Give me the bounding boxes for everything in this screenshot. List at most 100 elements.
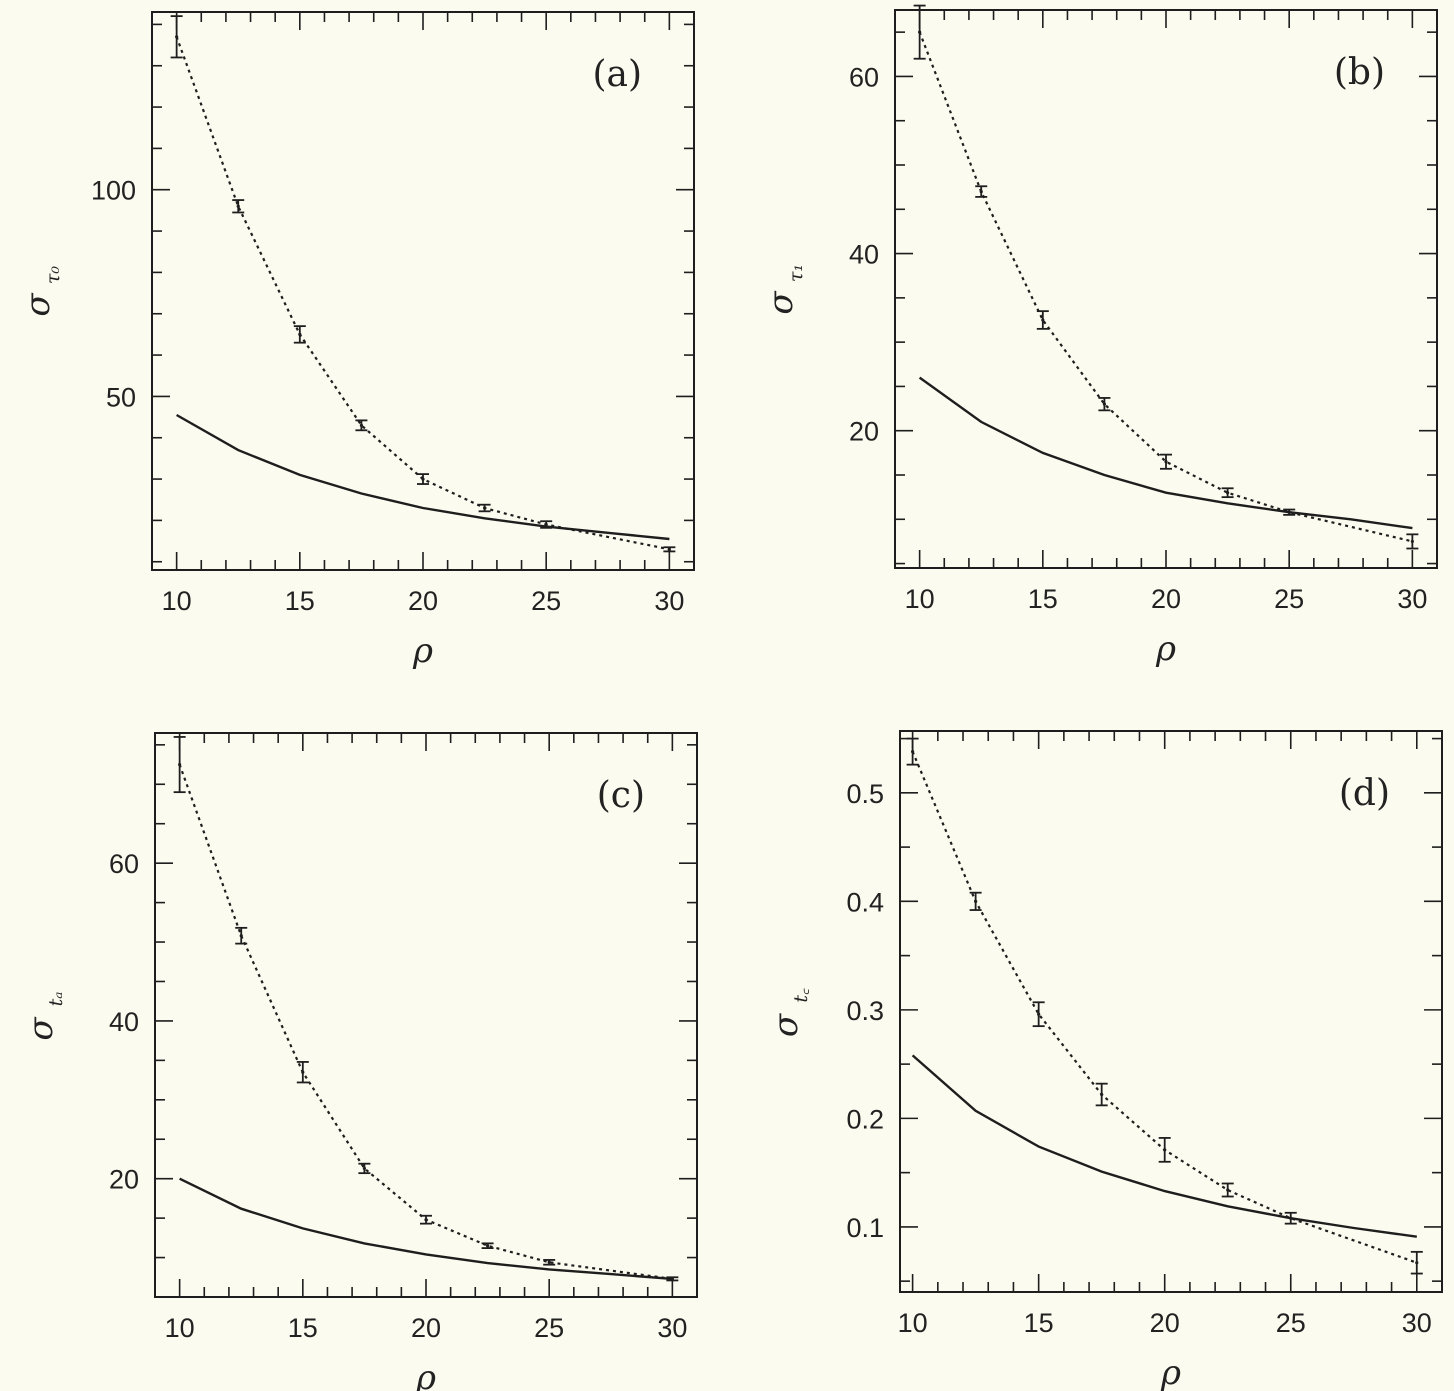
x-tick-label: 30: [1402, 1308, 1432, 1338]
data-point: [178, 762, 182, 767]
y-tick-label: 0.2: [846, 1104, 884, 1134]
error-bar: [913, 4, 926, 60]
x-tick-label: 10: [898, 1308, 928, 1338]
solid-series-line: [911, 1054, 1417, 1238]
y-tick-label: 40: [109, 1007, 139, 1037]
data-point: [547, 1260, 551, 1264]
data-point: [301, 1070, 305, 1074]
x-tick-label: 20: [1151, 584, 1181, 614]
x-axis-label: ρ: [415, 1358, 436, 1391]
data-point: [918, 30, 922, 34]
y-tick-label: 50: [106, 382, 136, 412]
data-point: [1225, 491, 1230, 495]
y-axis-symbol: σ: [761, 291, 801, 315]
data-point: [1289, 1216, 1293, 1220]
solid-series-line: [176, 413, 670, 541]
x-tick-label: 25: [531, 586, 561, 616]
dotted-series-line: [911, 751, 1418, 1264]
data-point: [1287, 510, 1291, 514]
data-point: [362, 1166, 367, 1171]
y-tick-label: 20: [849, 417, 879, 447]
data-point: [239, 934, 243, 938]
y-tick-label: 60: [849, 62, 879, 92]
y-tick-label: 60: [109, 849, 139, 879]
error-bar: [355, 419, 368, 432]
data-point: [421, 477, 425, 481]
panel-d: 10 15 20 25 30 0.1 0.2 0.3 0.4 0.5 ρ σ t꜀ (d): [766, 730, 1443, 1391]
dotted-series-line: [918, 31, 1413, 543]
error-bar: [1410, 1250, 1423, 1275]
error-bar: [420, 1214, 432, 1225]
solid-series-line: [918, 376, 1413, 530]
error-bar: [232, 199, 245, 214]
error-bar: [173, 736, 186, 794]
error-bar: [666, 1276, 679, 1282]
error-bar: [293, 325, 306, 344]
panel-c: 10 15 20 25 30 20 40 60 ρ σ tₐ (c): [21, 732, 698, 1391]
y-tick-label: 0.5: [846, 779, 884, 809]
y-axis-label: σ τ₀: [18, 266, 64, 317]
data-point: [236, 204, 240, 208]
data-point: [175, 35, 179, 39]
error-bar: [1098, 397, 1111, 412]
x-tick-label: 25: [534, 1313, 564, 1343]
x-tick-label: 15: [1028, 584, 1058, 614]
data-point: [1164, 460, 1168, 464]
x-tick-label: 20: [411, 1313, 441, 1343]
x-tick-label: 10: [162, 586, 192, 616]
dotted-series-line: [175, 36, 670, 551]
y-tick-label: 0.4: [846, 887, 884, 917]
error-bar: [1036, 310, 1049, 330]
error-bar: [1406, 533, 1419, 550]
error-bar: [969, 891, 982, 911]
error-bar: [1284, 1211, 1297, 1225]
error-bar: [543, 1259, 556, 1266]
y-axis-subscript: τ₀: [42, 266, 64, 285]
x-tick-label: 10: [165, 1313, 195, 1343]
dotted-series-line: [178, 764, 673, 1280]
error-bar: [540, 520, 553, 529]
x-tick-label: 25: [1276, 1308, 1306, 1338]
data-point: [298, 332, 302, 336]
x-tick-label: 20: [1150, 1308, 1180, 1338]
x-axis-label: ρ: [1160, 1353, 1181, 1391]
plot-frame: [899, 730, 1443, 1293]
error-bar: [235, 926, 248, 945]
error-bar: [1158, 1137, 1171, 1163]
data-point: [424, 1218, 428, 1222]
data-point: [670, 1277, 674, 1281]
y-axis-subscript: tₐ: [45, 992, 67, 1007]
error-bar: [906, 737, 919, 766]
error-bar: [358, 1162, 371, 1175]
data-point: [485, 1244, 490, 1248]
y-axis-label: σ t꜀: [766, 988, 812, 1037]
data-point: [1415, 1261, 1419, 1265]
y-axis-label: σ tₐ: [21, 992, 67, 1041]
error-bar: [417, 473, 429, 485]
data-point: [1041, 318, 1045, 322]
data-point: [667, 547, 671, 551]
data-point: [1100, 1092, 1104, 1097]
data-point: [911, 750, 915, 754]
x-tick-label: 15: [285, 586, 315, 616]
error-bar: [296, 1061, 309, 1084]
data-point: [979, 189, 983, 194]
solid-series-line: [179, 1177, 673, 1281]
y-tick-label: 40: [849, 240, 879, 270]
x-axis-label: ρ: [1155, 629, 1176, 669]
y-tick-label: 20: [109, 1165, 139, 1195]
y-axis-subscript: τ₁: [785, 264, 807, 282]
error-bar: [481, 1242, 494, 1249]
data-point: [544, 522, 548, 527]
x-tick-label: 15: [1024, 1308, 1054, 1338]
data-point: [1102, 402, 1107, 406]
y-tick-label: 100: [91, 176, 136, 206]
x-tick-label: 25: [1274, 584, 1304, 614]
plot-frame: [154, 732, 698, 1298]
error-bar: [1221, 487, 1234, 499]
panel-label: (a): [592, 54, 642, 95]
data-point: [974, 899, 978, 903]
y-axis-subscript: t꜀: [790, 988, 812, 1003]
data-point: [1226, 1188, 1230, 1192]
x-tick-label: 30: [654, 586, 684, 616]
